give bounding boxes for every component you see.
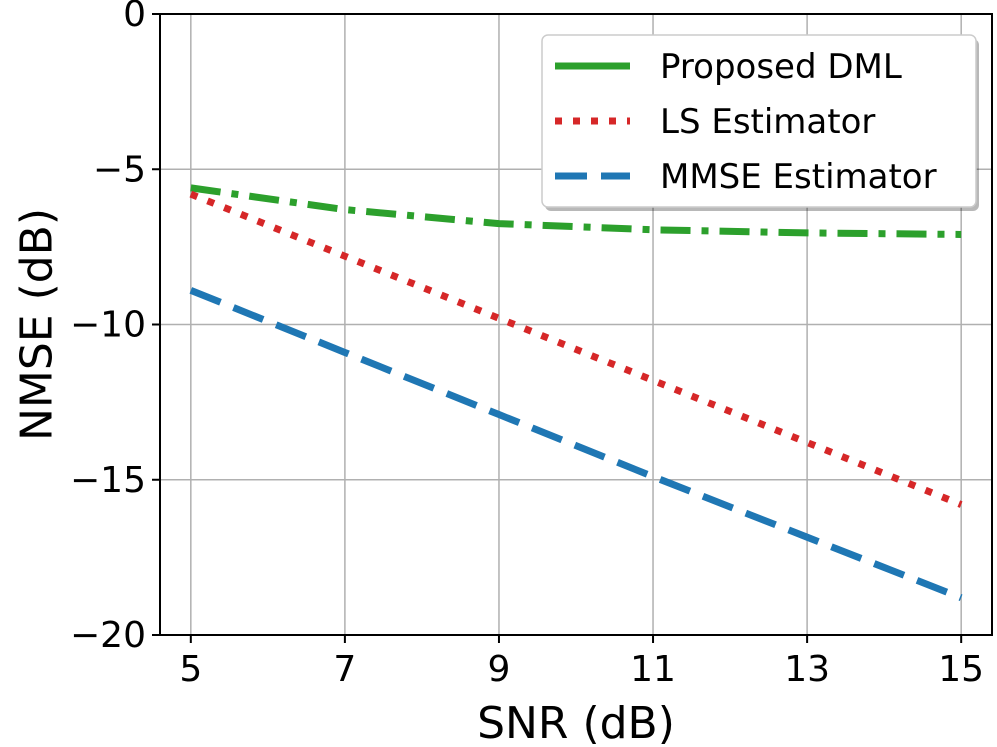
x-tick-label-4: 13 xyxy=(784,649,830,690)
x-tick-label-3: 11 xyxy=(630,649,676,690)
series-line-proposed-dml xyxy=(190,184,962,238)
legend-box xyxy=(541,34,977,208)
x-tick-label-1: 7 xyxy=(333,649,356,690)
y-axis-label: NMSE (dB) xyxy=(11,208,62,441)
series-line-mmse-estimator xyxy=(189,287,963,601)
y-tick-label-2: −10 xyxy=(70,305,146,346)
y-tick-label-0: 0 xyxy=(123,0,146,35)
y-tick-label-1: −5 xyxy=(93,149,146,190)
y-tick-label-3: −15 xyxy=(70,460,146,501)
y-tick-label-4: −20 xyxy=(70,615,146,656)
x-tick-label-0: 5 xyxy=(179,649,202,690)
series-lines xyxy=(189,184,963,601)
x-axis-label: SNR (dB) xyxy=(477,698,675,747)
axis-ticks: 5 7 9 11 13 15 0 −5 −10 −15 −20 xyxy=(70,0,984,690)
legend-label-proposed-dml: Proposed DML xyxy=(660,47,902,87)
x-tick-label-5: 15 xyxy=(938,649,984,690)
series-line-ls-estimator xyxy=(189,190,963,508)
legend-label-mmse-estimator: MMSE Estimator xyxy=(660,157,937,197)
legend-label-ls-estimator: LS Estimator xyxy=(660,102,875,142)
x-tick-label-2: 9 xyxy=(488,649,511,690)
legend: Proposed DML LS Estimator MMSE Estimator xyxy=(541,34,979,211)
